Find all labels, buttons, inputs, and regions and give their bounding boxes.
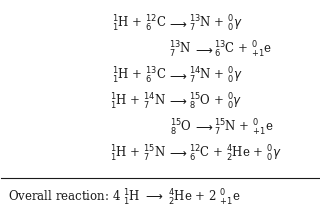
Text: $^{14}_{7}$N + $^{0}_{0}$$\gamma$: $^{14}_{7}$N + $^{0}_{0}$$\gamma$ [188,66,242,86]
Text: $^{15}_{8}$O + $^{0}_{0}$$\gamma$: $^{15}_{8}$O + $^{0}_{0}$$\gamma$ [188,92,242,112]
Text: $^{1}_{1}$H + $^{12}_{6}$C: $^{1}_{1}$H + $^{12}_{6}$C [112,14,166,34]
Text: $\longrightarrow$: $\longrightarrow$ [167,18,188,31]
Text: $\longrightarrow$: $\longrightarrow$ [193,121,213,134]
Text: $^{1}_{1}$H + $^{13}_{6}$C: $^{1}_{1}$H + $^{13}_{6}$C [112,66,166,86]
Text: $^{1}_{1}$H + $^{15}_{7}$N: $^{1}_{1}$H + $^{15}_{7}$N [110,144,166,164]
Text: $^{13}_{6}$C + $^{0}_{+1}$e: $^{13}_{6}$C + $^{0}_{+1}$e [214,40,272,60]
Text: $^{15}_{7}$N + $^{0}_{+1}$e: $^{15}_{7}$N + $^{0}_{+1}$e [214,118,273,138]
Text: $\longrightarrow$: $\longrightarrow$ [167,95,188,108]
Text: $\longrightarrow$: $\longrightarrow$ [193,44,213,57]
Text: $\longrightarrow$: $\longrightarrow$ [167,69,188,83]
Text: $\longrightarrow$: $\longrightarrow$ [167,147,188,160]
Text: $^{1}_{1}$H + $^{14}_{7}$N: $^{1}_{1}$H + $^{14}_{7}$N [110,92,166,112]
Text: $^{15}_{8}$O: $^{15}_{8}$O [170,118,192,138]
Text: $^{13}_{7}$N: $^{13}_{7}$N [169,40,192,60]
Text: Overall reaction: 4 $^{1}_{1}$H $\longrightarrow$ $^{4}_{2}$He + 2 $^{0}_{+1}$e: Overall reaction: 4 $^{1}_{1}$H $\longri… [8,188,240,208]
Text: $^{12}_{6}$C + $^{4}_{2}$He + $^{0}_{0}$$\gamma$: $^{12}_{6}$C + $^{4}_{2}$He + $^{0}_{0}$… [188,144,281,164]
Text: $^{13}_{7}$N + $^{0}_{0}$$\gamma$: $^{13}_{7}$N + $^{0}_{0}$$\gamma$ [188,14,242,34]
